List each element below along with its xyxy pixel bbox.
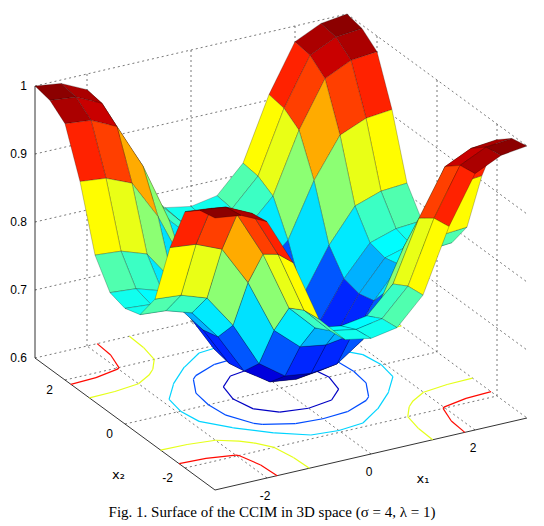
- svg-text:0: 0: [106, 427, 113, 441]
- svg-text:x₁: x₁: [417, 471, 430, 486]
- svg-text:0: 0: [366, 465, 373, 479]
- svg-text:2: 2: [46, 383, 53, 397]
- svg-text:0.6: 0.6: [10, 351, 27, 365]
- svg-text:0.9: 0.9: [10, 147, 27, 161]
- svg-text:Fig. 1. Surface of the CCIM in: Fig. 1. Surface of the CCIM in 3D space …: [109, 504, 436, 521]
- svg-text:-2: -2: [162, 471, 173, 485]
- svg-text:x₂: x₂: [112, 467, 125, 482]
- svg-text:2: 2: [470, 441, 477, 455]
- svg-text:0.7: 0.7: [10, 283, 27, 297]
- svg-text:-2: -2: [260, 489, 271, 503]
- svg-text:1: 1: [20, 79, 27, 93]
- svg-text:0.8: 0.8: [10, 215, 27, 229]
